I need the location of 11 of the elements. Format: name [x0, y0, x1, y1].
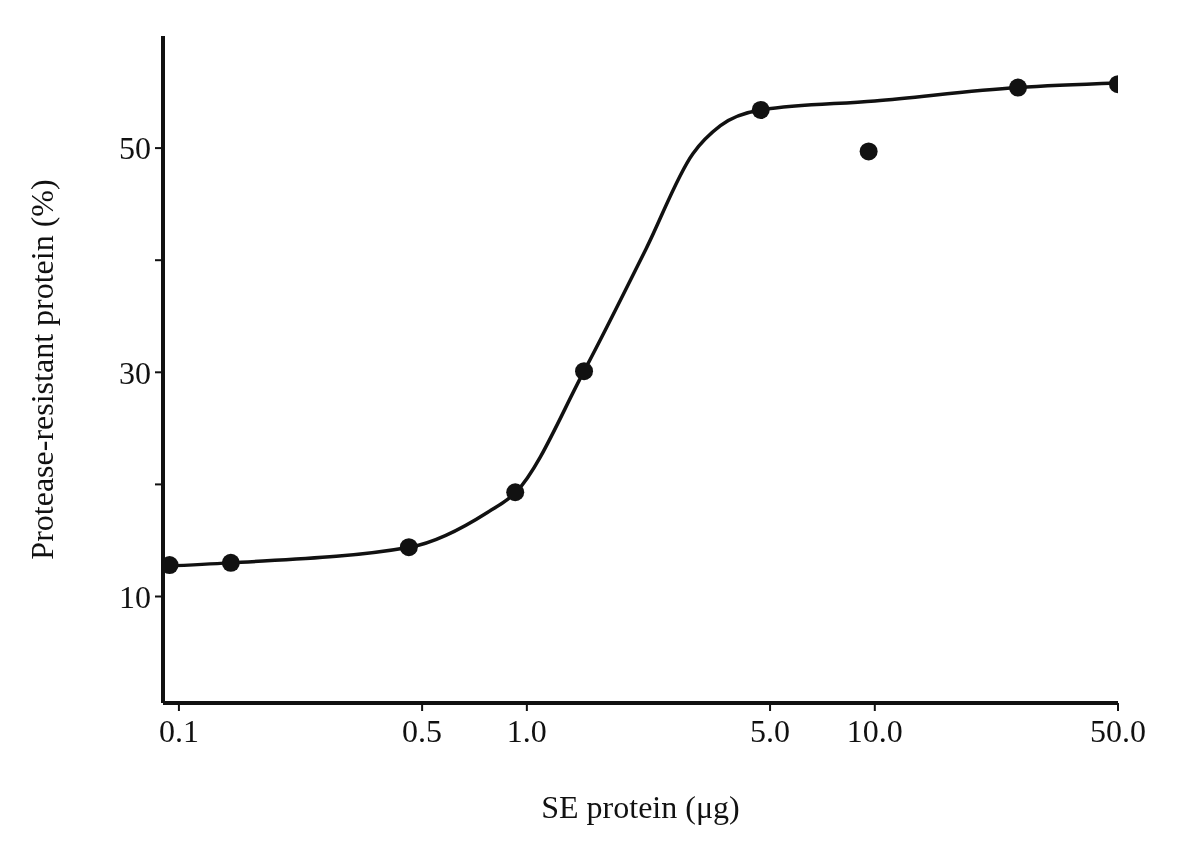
- x-tick-label: 10.0: [846, 712, 903, 749]
- x-axis-title: SE protein (μg): [541, 789, 740, 825]
- x-tick-label: 5.0: [750, 712, 791, 749]
- x-tick-label: 0.5: [402, 712, 443, 749]
- x-tick-label: 0.1: [158, 712, 199, 749]
- x-tick-label: 50.0: [1090, 712, 1146, 749]
- y-axis-title: Protease-resistant protein (%): [24, 179, 60, 560]
- y-tick-label: 30: [119, 354, 151, 391]
- y-tick-label: 10: [119, 578, 151, 615]
- y-tick-label: 50: [119, 130, 151, 167]
- x-tick-label: 1.0: [506, 712, 547, 749]
